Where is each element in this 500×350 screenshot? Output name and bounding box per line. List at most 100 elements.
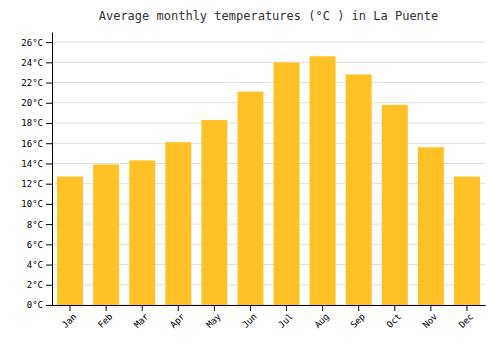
y-tick-label: 14°C xyxy=(21,159,43,169)
bar xyxy=(129,160,155,305)
y-tick-mark xyxy=(46,42,52,43)
title: Average monthly temperatures (°C ) in La… xyxy=(99,9,439,23)
y-tick-mark xyxy=(46,83,52,84)
x-tick: Mar xyxy=(132,305,151,330)
y-tick-label: 2°C xyxy=(27,280,43,290)
grid-line xyxy=(52,102,485,103)
grid-line xyxy=(52,123,485,124)
y-tick-label: 6°C xyxy=(27,240,43,250)
plot-area: 0°C 2°C 4°C 6°C 8°C 10°C 12°C 14°C 16°C 18°C 20°C 2… xyxy=(21,33,485,331)
x-tick-mark xyxy=(466,305,467,311)
x-tick: May xyxy=(204,305,223,330)
y-tick-label: 12°C xyxy=(21,179,43,189)
y-tick: 24°C xyxy=(21,58,52,68)
bar xyxy=(165,142,191,305)
bar xyxy=(237,92,263,305)
y-tick: 10°C xyxy=(21,199,52,209)
y-tick-mark xyxy=(46,103,52,104)
x-tick: Apr xyxy=(168,305,187,330)
y-tick-label: 10°C xyxy=(21,199,43,209)
x-tick: Jun xyxy=(240,305,259,330)
y-tick-mark xyxy=(46,143,52,144)
x-tick-label: Jul xyxy=(276,311,295,330)
y-tick: 14°C xyxy=(21,159,52,169)
y-tick-mark xyxy=(46,204,52,205)
x-tick-mark xyxy=(358,305,359,311)
y-tick-label: 22°C xyxy=(21,78,43,88)
x-tick-mark xyxy=(214,305,215,311)
x-tick-mark xyxy=(70,305,71,311)
bar xyxy=(454,177,480,305)
x-tick-label: Oct xyxy=(385,311,404,330)
x-tick-label: Feb xyxy=(96,311,115,330)
bar xyxy=(382,105,408,305)
y-tick-label: 26°C xyxy=(21,37,43,47)
y-tick-mark xyxy=(46,184,52,185)
x-tick-label: Nov xyxy=(421,311,440,330)
x-tick-mark xyxy=(178,305,179,311)
x-tick-label: Jun xyxy=(240,311,259,330)
x-tick: Oct xyxy=(385,305,404,330)
y-tick-label: 16°C xyxy=(21,139,43,149)
x-tick-mark xyxy=(430,305,431,311)
x-tick-label: Mar xyxy=(132,311,151,330)
y-tick: 4°C xyxy=(27,260,52,270)
y-tick: 6°C xyxy=(27,240,52,250)
y-tick: 20°C xyxy=(21,98,52,108)
grid-line xyxy=(52,62,485,63)
y-tick: 18°C xyxy=(21,118,52,128)
x-tick-mark xyxy=(322,305,323,311)
y-tick-mark xyxy=(46,244,52,245)
y-tick-label: 18°C xyxy=(21,118,43,128)
y-tick: 22°C xyxy=(21,78,52,88)
x-axis: Jan Feb Mar Apr May Jun Jul Aug Sep Oct Nov Dec xyxy=(53,305,486,330)
y-tick-mark xyxy=(46,285,52,286)
y-tick-label: 8°C xyxy=(27,219,43,229)
y-tick-label: 24°C xyxy=(21,58,43,68)
grid-line xyxy=(52,82,485,83)
grid xyxy=(52,42,485,305)
grid-line xyxy=(52,42,485,43)
y-tick-label: 0°C xyxy=(27,300,43,310)
y-tick-mark xyxy=(46,62,52,63)
y-tick-mark xyxy=(46,123,52,124)
x-tick-label: Jan xyxy=(60,311,79,330)
x-tick-label: May xyxy=(204,311,223,330)
x-tick-label: Dec xyxy=(457,311,476,330)
y-axis: 0°C 2°C 4°C 6°C 8°C 10°C 12°C 14°C 16°C 18°C 20°C 2… xyxy=(21,33,52,311)
x-tick: Feb xyxy=(96,305,115,330)
bar xyxy=(93,164,119,305)
y-axis-line xyxy=(52,33,53,306)
chart: 0°C 2°C 4°C 6°C 8°C 10°C 12°C 14°C 16°C 18°C 20°C 2… xyxy=(0,0,500,350)
x-tick-mark xyxy=(250,305,251,311)
x-tick: Sep xyxy=(349,305,368,330)
bar xyxy=(346,74,372,305)
x-tick-mark xyxy=(106,305,107,311)
y-tick-label: 20°C xyxy=(21,98,43,108)
y-tick-label: 4°C xyxy=(27,260,43,270)
y-tick-mark xyxy=(46,265,52,266)
grid-line xyxy=(52,143,485,144)
x-tick-label: Sep xyxy=(349,311,368,330)
bar xyxy=(310,56,336,305)
x-tick-mark xyxy=(394,305,395,311)
x-tick-label: Apr xyxy=(168,311,187,330)
bar xyxy=(274,62,300,305)
x-tick: Jul xyxy=(276,305,295,330)
y-tick: 26°C xyxy=(21,37,52,47)
y-tick-mark xyxy=(46,305,52,306)
y-tick: 8°C xyxy=(27,219,52,229)
x-tick-mark xyxy=(286,305,287,311)
x-axis-line xyxy=(53,305,486,306)
bar xyxy=(418,147,444,305)
y-tick: 12°C xyxy=(21,179,52,189)
y-tick: 2°C xyxy=(27,280,52,290)
bar xyxy=(57,177,83,305)
x-tick: Jan xyxy=(60,305,79,330)
bar xyxy=(201,120,227,305)
x-tick: Nov xyxy=(421,305,440,330)
x-tick: Aug xyxy=(312,305,331,330)
y-tick-mark xyxy=(46,163,52,164)
x-tick: Dec xyxy=(457,305,476,330)
y-tick: 0°C xyxy=(27,300,52,310)
